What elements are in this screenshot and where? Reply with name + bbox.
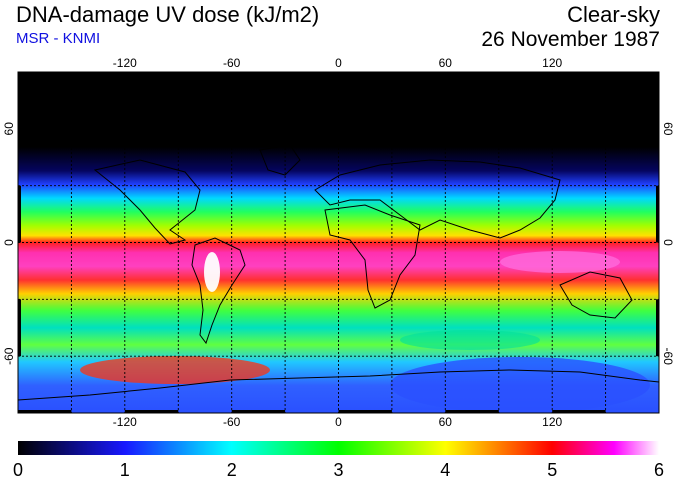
- coastline-europe-asia: [314, 159, 561, 239]
- lon-label-bottom-120w: -120: [113, 415, 137, 429]
- border-bar-right-3: [656, 299, 659, 357]
- pacific-warm-pool: [500, 251, 620, 273]
- border-bar-left-2: [18, 185, 21, 243]
- andes-peak: [204, 252, 220, 292]
- border-bar-top-1: [18, 72, 72, 75]
- lon-label-bottom-120e: 120: [542, 415, 562, 429]
- colorbar-label-2: 2: [227, 460, 237, 480]
- lat-label-left-60n: 60: [2, 122, 16, 136]
- lon-label-top-120w: -120: [113, 56, 137, 70]
- border-bar-top-3: [231, 72, 286, 75]
- antarctic-blue-zone: [390, 357, 650, 413]
- map-date: 26 November 1987: [481, 28, 660, 51]
- colorbar-label-4: 4: [440, 460, 450, 480]
- lon-label-bottom-60w: -60: [223, 415, 241, 429]
- coastline-north-america: [93, 159, 201, 245]
- indian-ocean-green: [400, 330, 540, 350]
- map-title: DNA-damage UV dose (kJ/m2): [16, 2, 320, 27]
- border-bar-top-6: [552, 72, 606, 75]
- coastline-africa: [324, 204, 421, 309]
- lon-label-top-60e: 60: [439, 56, 453, 70]
- coastline-antarctica: [18, 369, 659, 401]
- colorbar: [18, 441, 659, 455]
- border-bar-left-1: [18, 72, 21, 129]
- colorbar-label-1: 1: [120, 460, 130, 480]
- coastline-australia: [559, 271, 633, 319]
- colorbar-label-3: 3: [333, 460, 343, 480]
- lat-label-left-0: 0: [2, 239, 16, 246]
- colorbar-label-5: 5: [547, 460, 557, 480]
- colorbar-label-0: 0: [13, 460, 23, 480]
- border-bar-bottom-1: [18, 410, 72, 413]
- lat-label-right-60s: -60: [661, 348, 675, 366]
- border-bar-top-5: [445, 72, 499, 75]
- colorbar-label-6: 6: [654, 460, 664, 480]
- lon-label-bottom-60e: 60: [439, 415, 453, 429]
- border-bar-left-3: [18, 299, 21, 357]
- lat-label-right-60n: 60: [661, 122, 675, 136]
- border-bar-bottom-2: [124, 410, 179, 413]
- lon-label-top-0: 0: [335, 56, 342, 70]
- lat-label-left-60s: -60: [2, 347, 16, 365]
- map-subtitle: MSR - KNMI: [16, 30, 101, 47]
- border-bar-bottom-4: [338, 410, 392, 413]
- border-bar-bottom-5: [445, 410, 499, 413]
- lon-label-top-120e: 120: [542, 56, 562, 70]
- coastline-south-america: [191, 237, 246, 345]
- border-bar-right-2: [656, 185, 659, 243]
- lon-label-top-60w: -60: [223, 56, 241, 70]
- southern-ocean-red-band: [80, 356, 270, 384]
- lon-label-bottom-0: 0: [335, 415, 342, 429]
- lat-label-right-0: 0: [661, 239, 675, 246]
- border-bar-bottom-6: [552, 410, 606, 413]
- border-bar-right-1: [656, 72, 659, 129]
- sky-condition: Clear-sky: [567, 2, 660, 27]
- border-bar-top-2: [124, 72, 179, 75]
- border-bar-top-4: [338, 72, 392, 75]
- border-bar-bottom-3: [231, 410, 286, 413]
